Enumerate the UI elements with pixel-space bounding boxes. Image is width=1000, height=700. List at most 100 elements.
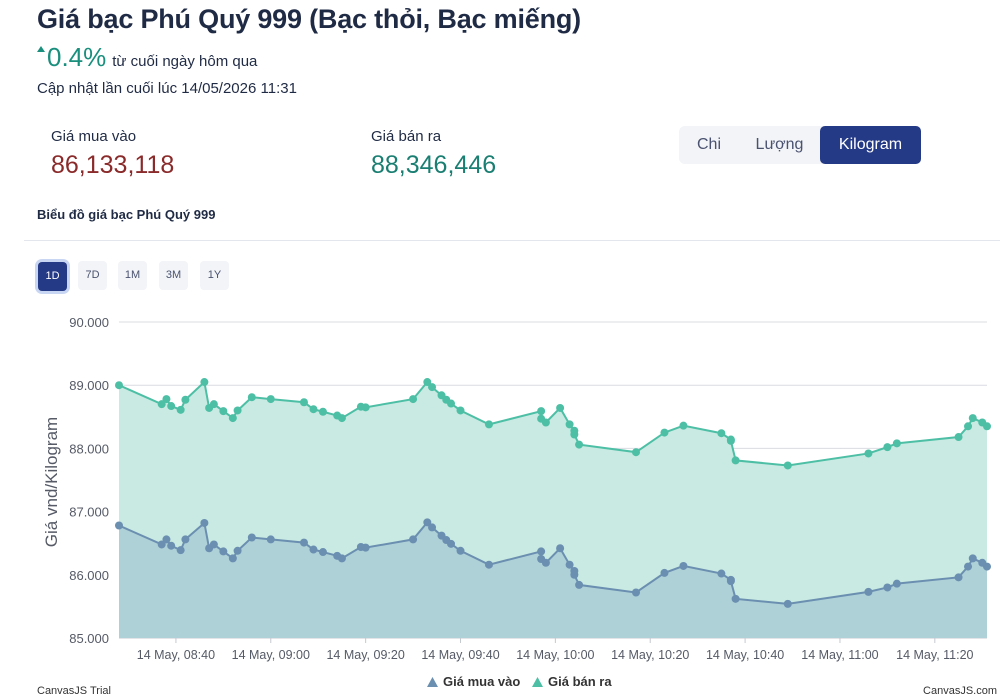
buy-price-point	[484, 560, 493, 569]
sell-price-point	[964, 422, 973, 431]
buy-price-point	[115, 521, 123, 530]
sell-price-point	[309, 405, 318, 414]
sell-price-point	[541, 418, 550, 427]
sell-price-point	[219, 407, 228, 416]
price-change: 0.4% từ cuối ngày hôm qua	[37, 42, 257, 73]
chart-legend: Giá mua vào Giá bán ra	[427, 674, 612, 689]
x-tick-label: 14 May, 08:40	[137, 648, 215, 662]
buy-price-point	[157, 540, 166, 549]
buy-price-point	[162, 535, 171, 544]
buy-price-point	[717, 569, 726, 578]
buy-price-point	[660, 568, 669, 577]
unit-tab-chi[interactable]: Chi	[696, 136, 721, 153]
sell-price-point	[266, 395, 275, 404]
buy-price-point	[892, 579, 901, 588]
sell-price-point	[299, 398, 308, 407]
y-axis-label: Giá vnd/Kilogram	[42, 417, 61, 547]
buy-price-point	[864, 587, 873, 596]
legend-sell-marker	[532, 677, 543, 687]
y-tick-label: 88.000	[69, 441, 109, 456]
buy-price-point	[233, 546, 242, 555]
buy-price-point	[883, 583, 892, 592]
sell-price-point	[181, 395, 190, 404]
sell-price-point	[883, 443, 892, 452]
chart-heading: Biểu đồ giá bạc Phú Quý 999	[37, 207, 216, 222]
sell-price-point	[428, 383, 437, 392]
sell-price-point	[228, 414, 237, 423]
range-button-7d[interactable]: 7D	[78, 261, 107, 290]
y-tick-label: 89.000	[69, 378, 109, 393]
unit-tab-kilogram[interactable]: Kilogram	[820, 126, 921, 164]
buy-price-point	[679, 561, 688, 570]
buy-price-block: Giá mua vào 86,133,118	[51, 128, 174, 180]
buy-price-point	[731, 594, 740, 603]
sell-price-point	[318, 407, 327, 416]
sell-price-point	[968, 414, 977, 423]
buy-price-point	[337, 554, 346, 563]
x-tick-label: 14 May, 10:40	[706, 648, 784, 662]
sell-price-point	[247, 393, 256, 402]
range-button-1y[interactable]: 1Y	[200, 261, 229, 290]
unit-selector: Chi Lượng Kilogram	[679, 126, 921, 164]
buy-price-point	[456, 546, 465, 555]
buy-price-point	[409, 535, 418, 544]
sell-price-point	[864, 449, 873, 458]
sell-price-point	[537, 407, 546, 416]
buy-price-area	[119, 522, 987, 638]
sell-price-label: Giá bán ra	[371, 128, 442, 145]
buy-price-point	[181, 535, 190, 544]
sell-price-point	[726, 436, 735, 445]
sell-price-point	[200, 378, 209, 387]
sell-price-point	[983, 422, 991, 431]
buy-price-point	[968, 554, 977, 563]
sell-price-point	[556, 403, 565, 412]
buy-price-point	[537, 547, 546, 556]
buy-price-point	[266, 535, 275, 544]
buy-price-point	[556, 544, 565, 553]
sell-price-point	[361, 403, 370, 412]
sell-price-point	[337, 414, 346, 423]
sell-price-point	[731, 456, 740, 465]
unit-tab-luong[interactable]: Lượng	[755, 136, 804, 153]
buy-price-point	[228, 554, 237, 563]
buy-price-point	[541, 558, 550, 567]
sell-price-value: 88,346,446	[371, 151, 497, 179]
buy-price-point	[361, 543, 370, 552]
buy-price-point	[428, 523, 437, 532]
legend-buy-label: Giá mua vào	[443, 674, 520, 689]
buy-price-point	[299, 538, 308, 547]
buy-price-point	[219, 547, 228, 556]
y-tick-label: 86.000	[69, 568, 109, 583]
x-tick-label: 14 May, 10:00	[516, 648, 594, 662]
x-tick-label: 14 May, 10:20	[611, 648, 689, 662]
range-button-1d[interactable]: 1D	[38, 262, 67, 291]
sell-price-point	[570, 430, 579, 439]
buy-price-point	[423, 518, 432, 527]
sell-price-point	[632, 448, 641, 457]
sell-price-point	[717, 429, 726, 438]
sell-price-point	[954, 433, 963, 442]
buy-price-point	[447, 539, 456, 548]
buy-price-point	[570, 570, 579, 579]
sell-price-point	[484, 420, 493, 429]
sell-price-point	[162, 395, 171, 404]
buy-price-point	[575, 580, 584, 589]
buy-price-point	[632, 588, 641, 597]
footer-credit: CanvasJS.com	[923, 685, 997, 697]
arrow-up-icon	[37, 46, 45, 52]
sell-price-point	[157, 400, 166, 409]
sell-price-point	[423, 378, 432, 387]
buy-price-point	[309, 545, 318, 554]
y-tick-label: 90.000	[69, 315, 109, 330]
sell-price-point	[660, 428, 669, 437]
range-button-3m[interactable]: 3M	[159, 261, 188, 290]
buy-price-point	[318, 548, 327, 557]
price-chart: 85.000 86.000 87.000 88.000 89.000 90.000 14 M…	[37, 315, 997, 697]
sell-price-point	[409, 395, 418, 404]
range-button-1m[interactable]: 1M	[118, 261, 147, 290]
buy-price-point	[209, 540, 218, 549]
sell-price-block: Giá bán ra 88,346,446	[371, 128, 496, 180]
buy-price-value: 86,133,118	[51, 151, 175, 179]
buy-price-point	[726, 577, 735, 586]
sell-price-point	[447, 399, 456, 408]
